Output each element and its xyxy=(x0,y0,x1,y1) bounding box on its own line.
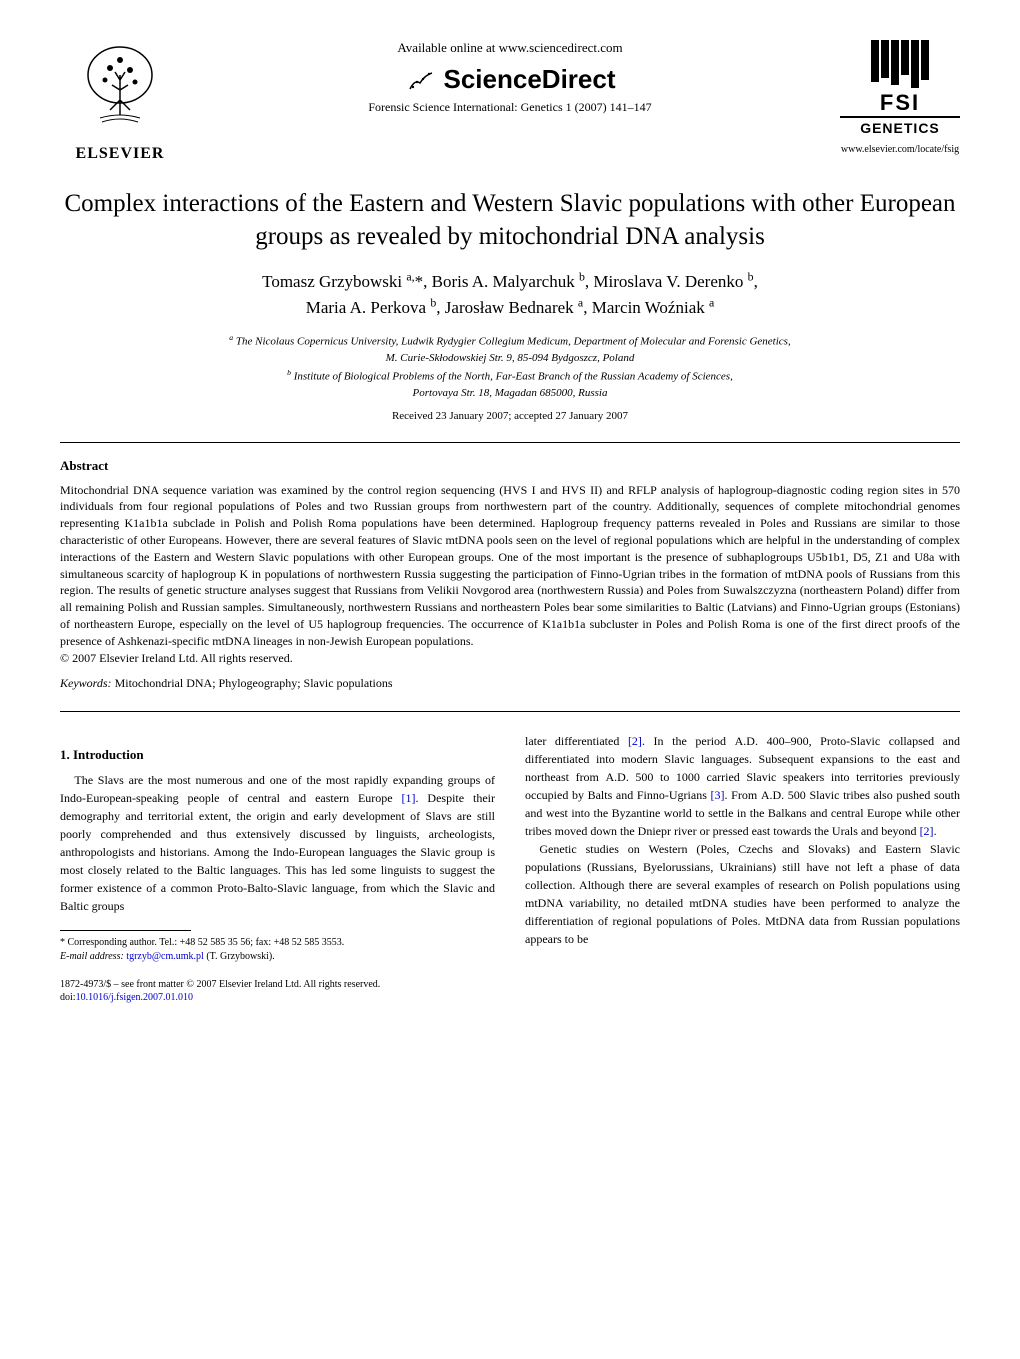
sciencedirect-brand: ScienceDirect xyxy=(200,64,820,100)
elsevier-tree-icon xyxy=(70,40,170,135)
two-column-body: 1. Introduction The Slavs are the most n… xyxy=(60,732,960,1003)
keywords-block: Keywords: Mitochondrial DNA; Phylogeogra… xyxy=(60,676,960,691)
footer-doi-line: doi:10.1016/j.fsigen.2007.01.010 xyxy=(60,992,495,1003)
page-header: ELSEVIER Available online at www.science… xyxy=(60,40,960,163)
footnote-divider xyxy=(60,930,191,931)
affiliation-a: a The Nicolaus Copernicus University, Lu… xyxy=(60,332,960,367)
right-column: later differentiated [2]. In the period … xyxy=(525,732,960,1003)
email-label: E-mail address: xyxy=(60,951,126,962)
authors-line-2: Maria A. Perkova b, Jarosław Bednarek a,… xyxy=(306,298,715,317)
ref-3[interactable]: [3] xyxy=(711,788,725,802)
abstract-heading: Abstract xyxy=(60,458,960,474)
affiliations: a The Nicolaus Copernicus University, Lu… xyxy=(60,332,960,401)
elsevier-text: ELSEVIER xyxy=(60,145,180,163)
keywords-text: Mitochondrial DNA; Phylogeography; Slavi… xyxy=(115,676,393,690)
article-title: Complex interactions of the Eastern and … xyxy=(60,188,960,253)
email-suffix: (T. Grzybowski). xyxy=(204,951,275,962)
fsi-text: FSI xyxy=(840,90,960,116)
ref-2a[interactable]: [2] xyxy=(628,734,642,748)
left-column: 1. Introduction The Slavs are the most n… xyxy=(60,732,495,1003)
doi-prefix: doi: xyxy=(60,992,76,1003)
ref-2b[interactable]: [2] xyxy=(920,824,934,838)
footer-issn: 1872-4973/$ – see front matter © 2007 El… xyxy=(60,979,495,990)
sciencedirect-text: ScienceDirect xyxy=(444,64,616,94)
intro-heading: 1. Introduction xyxy=(60,747,495,763)
available-online-text: Available online at www.sciencedirect.co… xyxy=(200,40,820,56)
authors-line-1: Tomasz Grzybowski a,*, Boris A. Malyarch… xyxy=(262,272,758,291)
keywords-label: Keywords: xyxy=(60,676,112,690)
sciencedirect-icon xyxy=(405,69,435,100)
intro-paragraph-3: Genetic studies on Western (Poles, Czech… xyxy=(525,840,960,948)
intro-paragraph-1: The Slavs are the most numerous and one … xyxy=(60,771,495,915)
corresponding-author-text: * Corresponding author. Tel.: +48 52 585… xyxy=(60,937,344,948)
fsi-logo: FSI GENETICS www.elsevier.com/locate/fsi… xyxy=(840,40,960,155)
fsi-barcode-icon xyxy=(840,40,960,88)
divider-2 xyxy=(60,711,960,712)
affiliation-b: b Institute of Biological Problems of th… xyxy=(60,367,960,402)
abstract-text: Mitochondrial DNA sequence variation was… xyxy=(60,482,960,667)
divider xyxy=(60,442,960,443)
authors-block: Tomasz Grzybowski a,*, Boris A. Malyarch… xyxy=(60,268,960,320)
genetics-text: GENETICS xyxy=(840,116,960,136)
elsevier-logo: ELSEVIER xyxy=(60,40,180,163)
corresponding-author-footnote: * Corresponding author. Tel.: +48 52 585… xyxy=(60,936,495,964)
ref-1[interactable]: [1] xyxy=(402,791,416,805)
received-dates: Received 23 January 2007; accepted 27 Ja… xyxy=(60,410,960,422)
locate-url: www.elsevier.com/locate/fsig xyxy=(840,144,960,155)
doi-link[interactable]: 10.1016/j.fsigen.2007.01.010 xyxy=(76,992,194,1003)
copyright-line: © 2007 Elsevier Ireland Ltd. All rights … xyxy=(60,651,293,665)
abstract-body: Mitochondrial DNA sequence variation was… xyxy=(60,483,960,648)
email-link[interactable]: tgrzyb@cm.umk.pl xyxy=(126,951,204,962)
intro-paragraph-2: later differentiated [2]. In the period … xyxy=(525,732,960,840)
center-header: Available online at www.sciencedirect.co… xyxy=(180,40,840,115)
journal-citation: Forensic Science International: Genetics… xyxy=(200,100,820,115)
